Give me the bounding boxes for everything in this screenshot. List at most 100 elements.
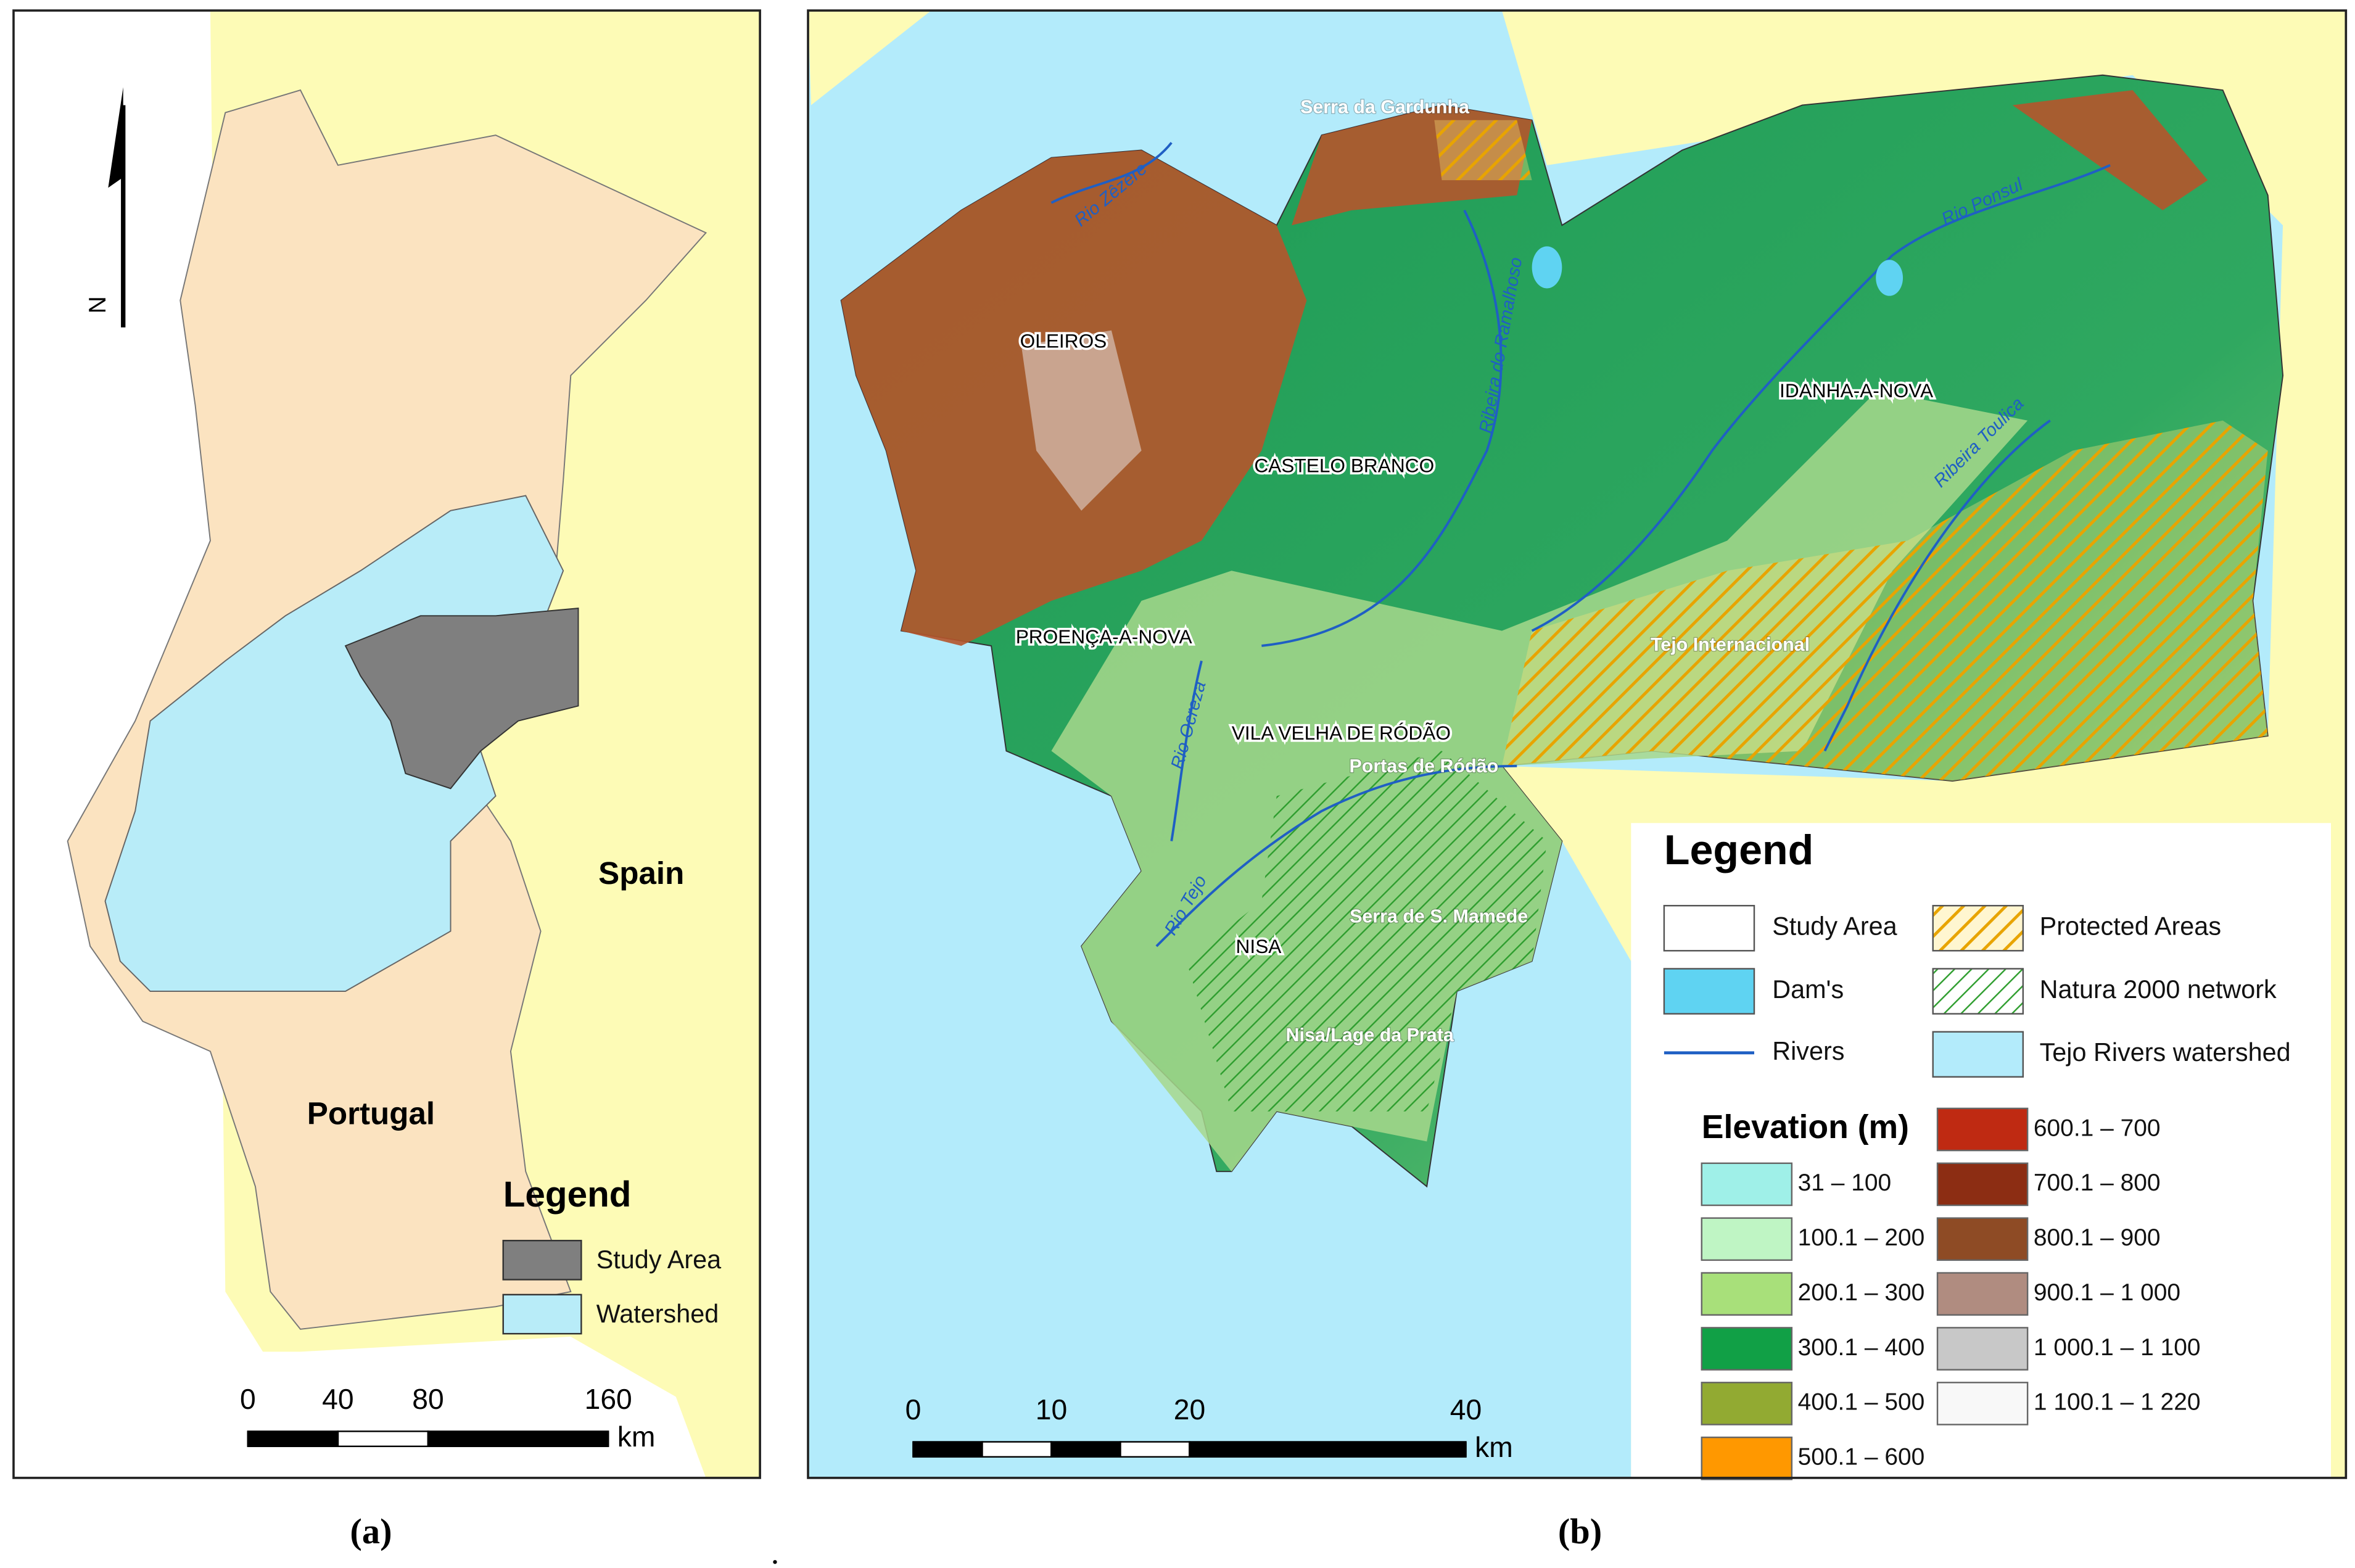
scale-segment bbox=[1120, 1441, 1190, 1458]
scale-tick-label: 160 bbox=[585, 1383, 632, 1415]
river bbox=[1170, 660, 1203, 841]
legend-title: Legend bbox=[1664, 827, 1813, 873]
scale-tick-label: 0 bbox=[905, 1393, 922, 1426]
scale-tick-label: 20 bbox=[1174, 1393, 1205, 1426]
legend-swatch bbox=[1663, 968, 1755, 1015]
legend-label: Study Area bbox=[1772, 912, 1897, 941]
elevation-label: 400.1 – 500 bbox=[1798, 1389, 1925, 1416]
river bbox=[1531, 164, 2111, 632]
scale-segment bbox=[1050, 1441, 1121, 1458]
elevation-swatch bbox=[1701, 1327, 1793, 1371]
place-label: VILA VELHA DE RÓDÃO bbox=[1232, 722, 1451, 744]
scale-tick-label: 0 bbox=[240, 1383, 256, 1415]
place-label: NISA bbox=[1236, 935, 1282, 957]
scale-unit: km bbox=[1475, 1431, 1513, 1463]
elevation-label: 900.1 – 1 000 bbox=[2034, 1279, 2180, 1306]
scale-tick-label: 10 bbox=[1036, 1393, 1067, 1426]
country-label: Portugal bbox=[307, 1096, 435, 1131]
elevation-label: 100.1 – 200 bbox=[1798, 1224, 1925, 1251]
elevation-label: 800.1 – 900 bbox=[2034, 1224, 2161, 1251]
elevation-label: 1 000.1 – 1 100 bbox=[2034, 1334, 2201, 1361]
scale-bar: 0 40 80 160 km bbox=[240, 1383, 656, 1453]
legend-swatch bbox=[502, 1294, 582, 1335]
legend-title: Legend bbox=[503, 1174, 632, 1215]
place-label: OLEIROS bbox=[1020, 330, 1107, 352]
spain-land bbox=[808, 10, 931, 105]
dam bbox=[1532, 246, 1562, 289]
legend-swatch bbox=[1932, 968, 2024, 1015]
country-label: Spain bbox=[598, 856, 684, 891]
legend-swatch bbox=[1932, 1031, 2024, 1078]
elevation-swatch bbox=[1936, 1272, 2029, 1316]
place-label: PROENÇA-A-NOVA bbox=[1016, 625, 1193, 648]
protected-area bbox=[1501, 420, 2268, 782]
legend-label: Rivers bbox=[1772, 1037, 1844, 1065]
elevation-swatch bbox=[1701, 1217, 1793, 1261]
legend-label: Watershed bbox=[596, 1300, 719, 1328]
caption: (a) bbox=[350, 1511, 392, 1551]
scale-segment bbox=[1189, 1441, 1467, 1458]
dot bbox=[773, 1560, 777, 1564]
peak bbox=[1021, 330, 1142, 511]
elevation-legend: 31 – 100 100.1 – 200 200.1 – 300 300.1 – 40… bbox=[1701, 1107, 2201, 1480]
elevation-swatch bbox=[1701, 1382, 1793, 1426]
elevation-swatch bbox=[1936, 1382, 2029, 1426]
place-label: Portas de Ródão bbox=[1349, 756, 1498, 777]
protected-area bbox=[1434, 120, 1532, 181]
scale-segment bbox=[981, 1441, 1052, 1458]
elevation-swatch bbox=[1936, 1217, 2029, 1261]
legend-label: Natura 2000 network bbox=[2040, 975, 2277, 1004]
legend-label: Study Area bbox=[596, 1245, 722, 1274]
panel-a: N Spain Portugal Legend Study Area Water… bbox=[12, 9, 761, 1551]
elevation-swatch bbox=[1701, 1162, 1793, 1207]
legend-label: Protected Areas bbox=[2040, 912, 2221, 941]
river bbox=[1155, 764, 1517, 947]
panel-frame bbox=[12, 9, 761, 1479]
elevation-swatch bbox=[1936, 1107, 2029, 1152]
elevation-swatch bbox=[1936, 1162, 2029, 1207]
elevation-label: 500.1 – 600 bbox=[1798, 1444, 1925, 1471]
scale-tick-label: 40 bbox=[1450, 1393, 1482, 1426]
rivers bbox=[1050, 142, 2111, 947]
legend-label: Dam's bbox=[1772, 975, 1844, 1004]
elevation-label: 700.1 – 800 bbox=[2034, 1170, 2161, 1196]
caption: (b) bbox=[1558, 1511, 1602, 1551]
place-label: Serra da Gardunha bbox=[1300, 96, 1470, 117]
legend-label: Tejo Rivers watershed bbox=[2040, 1038, 2291, 1067]
elevation-label: 600.1 – 700 bbox=[2034, 1115, 2161, 1141]
legend-swatch bbox=[1663, 905, 1755, 952]
river bbox=[1823, 419, 2051, 752]
river bbox=[1050, 142, 1173, 204]
scale-segment bbox=[247, 1430, 339, 1447]
elevation-label: 31 – 100 bbox=[1798, 1170, 1892, 1196]
scale-segment bbox=[912, 1441, 983, 1458]
elevation-label: 300.1 – 400 bbox=[1798, 1334, 1925, 1361]
elevation-label: 1 100.1 – 1 220 bbox=[2034, 1389, 2201, 1416]
north-label: N bbox=[85, 296, 111, 313]
place-label: Nisa/Lage da Prata bbox=[1286, 1025, 1454, 1046]
dam bbox=[1876, 260, 1903, 296]
scale-bar: 0 10 20 40 km bbox=[905, 1393, 1513, 1463]
elevation-title: Elevation (m) bbox=[1702, 1109, 1909, 1145]
legend-swatch bbox=[1932, 905, 2024, 952]
highland bbox=[2012, 90, 2208, 210]
scale-unit: km bbox=[617, 1421, 656, 1453]
panel-b: Serra da Gardunha OLEIROS CASTELO BRANCO… bbox=[807, 9, 2348, 1551]
study-area bbox=[344, 608, 579, 790]
elevation-swatch bbox=[1701, 1436, 1793, 1480]
scale-tick-label: 80 bbox=[412, 1383, 443, 1415]
scale-tick-label: 40 bbox=[322, 1383, 353, 1415]
panel-frame bbox=[807, 9, 2348, 1479]
river bbox=[1261, 210, 1503, 647]
place-label: IDANHA-A-NOVA bbox=[1780, 379, 1934, 402]
elevation-label: 200.1 – 300 bbox=[1798, 1279, 1925, 1306]
scale-segment bbox=[427, 1430, 609, 1447]
place-label: Serra de S. Mamede bbox=[1350, 906, 1528, 927]
scale-segment bbox=[337, 1430, 429, 1447]
elevation-swatch bbox=[1701, 1272, 1793, 1316]
place-label: Tejo Internacional bbox=[1651, 634, 1810, 655]
elevation-swatch bbox=[1936, 1327, 2029, 1371]
